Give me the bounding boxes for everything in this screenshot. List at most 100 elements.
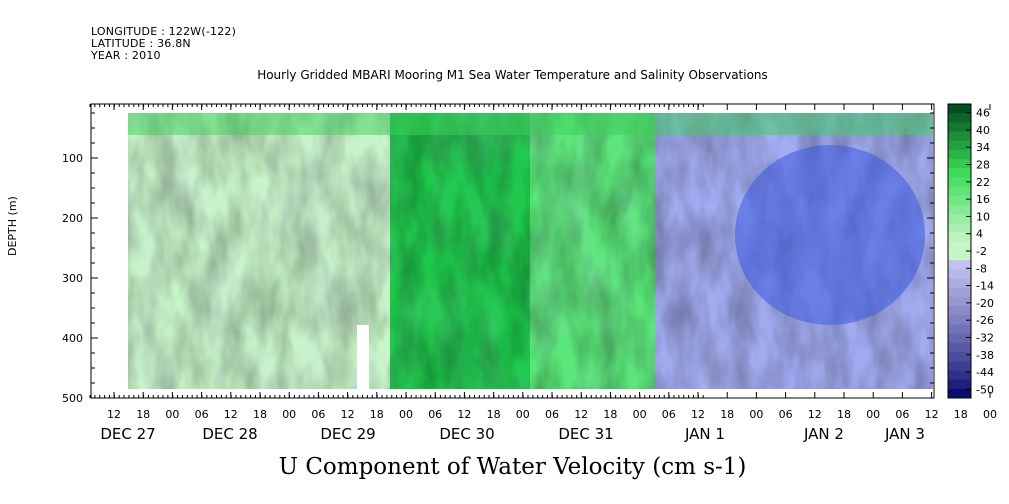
x-tick-label: 06 [662, 408, 676, 421]
x-tick-label: 18 [253, 408, 267, 421]
colorbar-swatch [948, 113, 971, 123]
colorbar-swatch [948, 168, 971, 178]
colorbar-label: -44 [976, 366, 994, 379]
chart-title: Hourly Gridded MBARI Mooring M1 Sea Wate… [257, 68, 768, 82]
colorbar-label: -20 [976, 297, 994, 310]
colorbar-label: -14 [976, 280, 994, 293]
colorbar-label: 22 [976, 176, 990, 189]
y-tick-label: 400 [62, 332, 83, 345]
heatmap-surface-band [128, 113, 933, 135]
colorbar-label: 16 [976, 193, 990, 206]
colorbar-swatch [948, 296, 971, 307]
year-label: YEAR : 2010 [91, 49, 161, 62]
colorbar-swatch [948, 361, 971, 371]
x-axis-label: U Component of Water Velocity (cm s-1) [278, 454, 747, 480]
colorbar-label: 4 [976, 228, 983, 241]
colorbar-swatch [948, 333, 971, 344]
y-tick-label: 300 [62, 272, 83, 285]
x-tick-label: 00 [165, 408, 179, 421]
x-tick-label: 12 [574, 408, 588, 421]
colorbar-label: -8 [976, 262, 987, 275]
colorbar-label: -26 [976, 314, 994, 327]
y-tick-label: 200 [62, 212, 83, 225]
colorbar-swatch [948, 241, 971, 252]
x-tick-label: 00 [983, 408, 997, 421]
x-tick-label: 00 [399, 408, 413, 421]
colorbar-label: 34 [976, 141, 990, 154]
colorbar-swatch [948, 205, 971, 215]
y-tick-label: 100 [62, 152, 83, 165]
colorbar-swatch [948, 287, 971, 298]
x-tick-label: 18 [837, 408, 851, 421]
x-day-label: DEC 28 [202, 425, 257, 443]
colorbar-label: 40 [976, 124, 990, 137]
x-day-label: JAN 1 [684, 425, 725, 443]
x-tick-label: 18 [954, 408, 968, 421]
x-tick-label: 18 [720, 408, 734, 421]
x-tick-label: 18 [603, 408, 617, 421]
x-tick-label: 18 [370, 408, 384, 421]
colorbar-swatch [948, 140, 971, 151]
colorbar-label: 10 [976, 210, 990, 223]
x-day-label: DEC 29 [320, 425, 375, 443]
colorbar-swatch [948, 122, 971, 133]
colorbar-swatch [948, 177, 971, 188]
x-tick-label: 00 [282, 408, 296, 421]
colorbar-label: -50 [976, 383, 994, 396]
x-tick-label: 00 [516, 408, 530, 421]
colorbar-swatch [948, 251, 971, 261]
x-tick-label: 18 [136, 408, 150, 421]
heatmap-gap [357, 325, 369, 389]
colorbar-swatch [948, 306, 971, 316]
x-tick-label: 12 [107, 408, 121, 421]
colorbar-swatch [948, 214, 971, 224]
colorbar-swatch [948, 278, 971, 289]
axes: 12 18 00 06 12 18 00 06 12 18 00 06 12 18 00 06 12 18 00 06… [62, 104, 997, 443]
heatmap-core [735, 145, 925, 325]
x-tick-label: 06 [311, 408, 325, 421]
colorbar-swatch [948, 104, 971, 114]
colorbar-swatch [948, 223, 971, 234]
x-tick-label: 06 [195, 408, 209, 421]
x-tick-label: 12 [808, 408, 822, 421]
colorbar-swatch [948, 370, 971, 381]
y-tick-label: 500 [62, 392, 83, 405]
colorbar-label: -2 [976, 245, 987, 258]
colorbar-swatch [948, 195, 971, 206]
colorbar: 46 40 34 28 22 16 10 4 -2 -8 -14 -20 -26 -32 -38 -44 -50 [947, 103, 994, 399]
x-tick-label: 06 [895, 408, 909, 421]
plot-frame [90, 103, 935, 399]
colorbar-swatch [948, 388, 971, 399]
colorbar-label: 46 [976, 107, 990, 120]
x-tick-label: 06 [545, 408, 559, 421]
x-tick-label: 12 [691, 408, 705, 421]
x-tick-label: 06 [779, 408, 793, 421]
longitude-label: LONGITUDE : 122W(-122) [91, 25, 237, 38]
colorbar-swatch [948, 149, 971, 160]
colorbar-label: -38 [976, 349, 994, 362]
latitude-label: LATITUDE : 36.8N [91, 37, 191, 50]
colorbar-swatch [948, 352, 971, 362]
colorbar-swatch [948, 260, 971, 270]
x-day-label: DEC 31 [558, 425, 613, 443]
x-day-label: JAN 3 [884, 425, 925, 443]
colorbar-swatch [948, 379, 971, 390]
x-tick-label: 12 [925, 408, 939, 421]
x-tick-label: 06 [428, 408, 442, 421]
colorbar-swatch [948, 131, 971, 142]
x-tick-label: 00 [633, 408, 647, 421]
colorbar-swatch [948, 159, 971, 169]
heatmap-field [128, 113, 933, 389]
x-day-label: DEC 27 [100, 425, 155, 443]
x-tick-label: 00 [749, 408, 763, 421]
colorbar-swatch [948, 232, 971, 243]
colorbar-swatch [948, 186, 971, 197]
x-day-label: JAN 2 [803, 425, 844, 443]
colorbar-swatch [948, 269, 971, 280]
x-tick-label: 12 [457, 408, 471, 421]
x-day-label: DEC 30 [439, 425, 494, 443]
colorbar-label: -32 [976, 331, 994, 344]
colorbar-swatch [948, 315, 971, 325]
x-tick-label: 12 [224, 408, 238, 421]
